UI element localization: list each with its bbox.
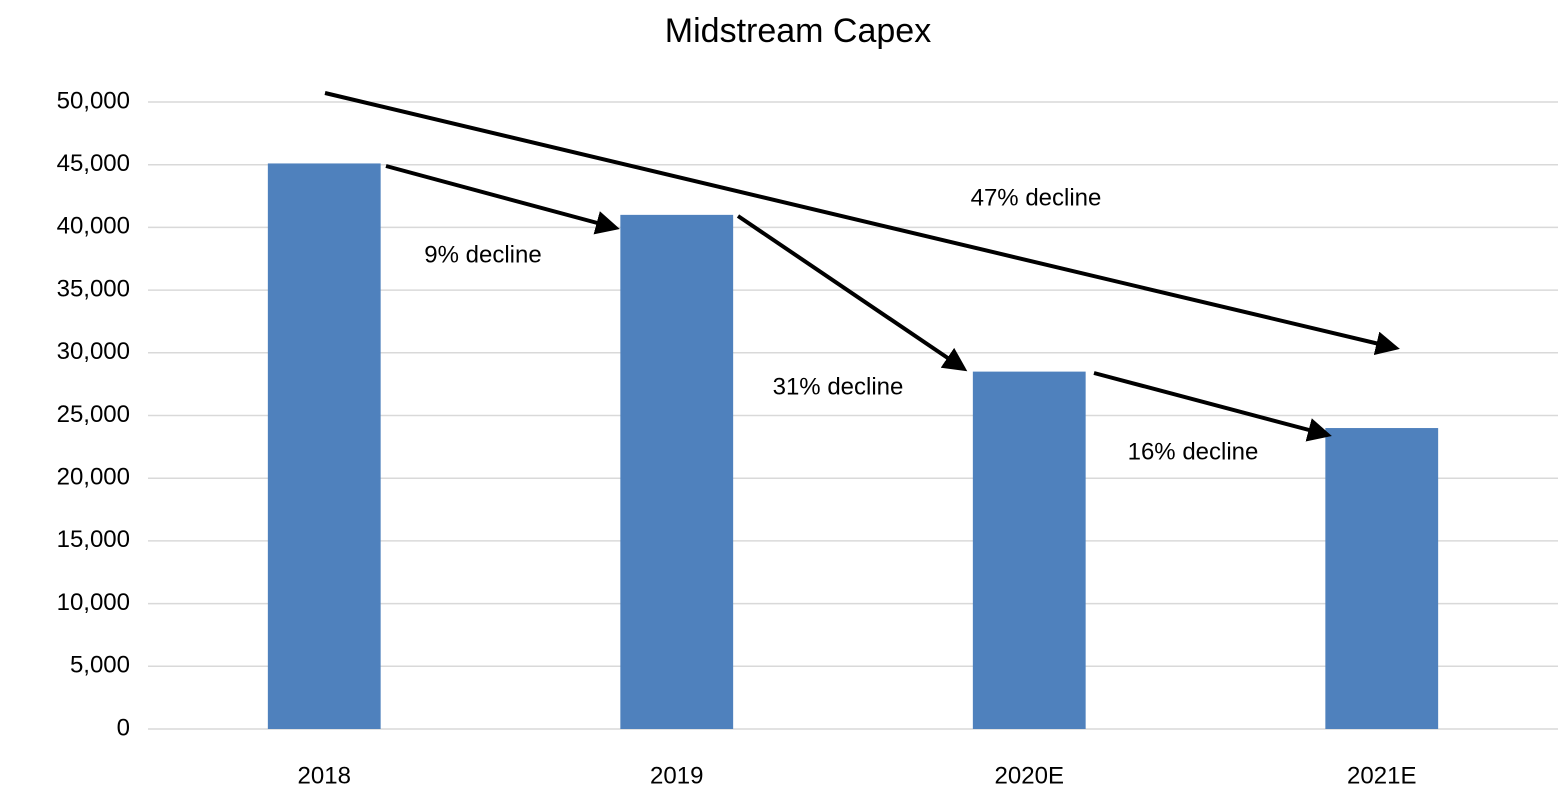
y-tick-label: 40,000 <box>57 213 130 240</box>
y-tick-label: 10,000 <box>57 589 130 616</box>
x-tick-label: 2019 <box>650 762 703 789</box>
y-tick-label: 35,000 <box>57 275 130 302</box>
bars <box>267 163 1439 730</box>
bar <box>267 163 381 730</box>
annotation: 47% decline <box>971 184 1102 211</box>
arrow <box>1093 371 1332 442</box>
grid <box>148 101 1558 730</box>
y-tick-label: 45,000 <box>57 150 130 177</box>
arrow <box>385 164 620 235</box>
y-tick-label: 30,000 <box>57 338 130 365</box>
annotation: 31% decline <box>773 373 904 400</box>
bar <box>972 371 1086 729</box>
y-tick-label: 25,000 <box>57 401 130 428</box>
y-tick-label: 15,000 <box>57 526 130 553</box>
annotation: 9% decline <box>424 241 541 268</box>
x-tick-label: 2021E <box>1347 762 1416 789</box>
x-tick-label: 2020E <box>995 762 1064 789</box>
chart-title: Midstream Capex <box>665 12 931 50</box>
y-tick-label: 0 <box>117 714 130 741</box>
arrow <box>324 91 1400 356</box>
bar <box>1325 428 1439 729</box>
x-tick-label: 2018 <box>298 762 351 789</box>
arrow <box>736 214 968 372</box>
y-tick-label: 5,000 <box>70 652 130 679</box>
y-tick-label: 50,000 <box>57 87 130 114</box>
annotation: 16% decline <box>1128 438 1259 465</box>
bar <box>620 214 734 730</box>
y-tick-label: 20,000 <box>57 464 130 491</box>
